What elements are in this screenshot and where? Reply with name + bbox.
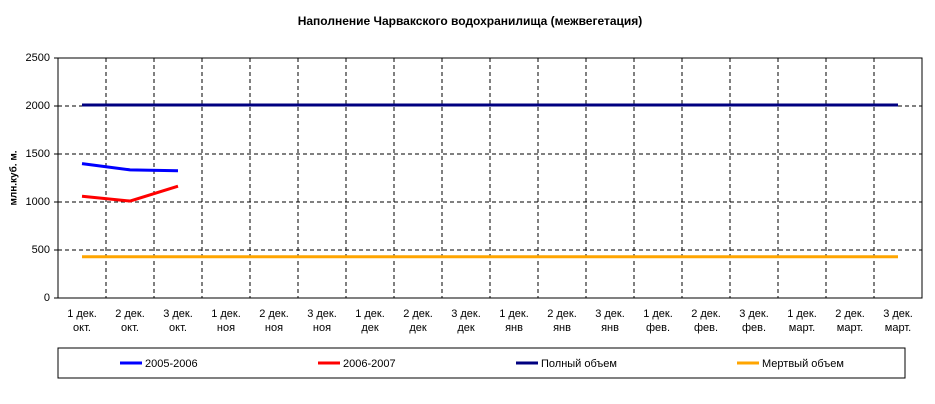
y-tick-label: 2000 xyxy=(26,100,50,112)
x-tick-label: фев. xyxy=(646,322,670,334)
x-tick-label: ноя xyxy=(313,322,331,334)
x-tick-label: янв xyxy=(505,322,523,334)
x-tick-label: дек xyxy=(361,322,379,334)
x-tick-label: фев. xyxy=(694,322,718,334)
y-tick-label: 1000 xyxy=(26,196,50,208)
x-tick-label: 2 дек. xyxy=(259,308,289,320)
x-tick-label: 1 дек. xyxy=(499,308,529,320)
legend-label: Мертвый объем xyxy=(762,358,844,370)
x-tick-label: окт. xyxy=(121,322,139,334)
x-tick-label: янв xyxy=(601,322,619,334)
x-tick-label: 2 дек. xyxy=(691,308,721,320)
x-tick-label: 1 дек. xyxy=(355,308,385,320)
x-tick-label: ноя xyxy=(265,322,283,334)
x-tick-label: 3 дек. xyxy=(307,308,337,320)
x-tick-label: март. xyxy=(789,322,815,334)
x-tick-label: 3 дек. xyxy=(595,308,625,320)
x-tick-label: фев. xyxy=(742,322,766,334)
x-tick-label: март. xyxy=(885,322,911,334)
x-tick-label: 1 дек. xyxy=(211,308,241,320)
series-line xyxy=(81,162,179,173)
x-tick-label: 3 дек. xyxy=(163,308,193,320)
x-tick-label: 1 дек. xyxy=(643,308,673,320)
legend-label: 2006-2007 xyxy=(343,358,396,370)
y-tick-label: 500 xyxy=(32,244,50,256)
x-tick-label: 1 дек. xyxy=(67,308,97,320)
x-tick-label: 3 дек. xyxy=(739,308,769,320)
x-tick-label: янв xyxy=(553,322,571,334)
x-tick-label: 3 дек. xyxy=(451,308,481,320)
x-tick-label: дек xyxy=(409,322,427,334)
legend xyxy=(57,347,906,379)
x-tick-label: окт. xyxy=(169,322,187,334)
x-tick-label: март. xyxy=(837,322,863,334)
y-tick-label: 2500 xyxy=(26,52,50,64)
series-line xyxy=(81,184,179,203)
legend-label: Полный объем xyxy=(541,358,617,370)
x-tick-label: 2 дек. xyxy=(115,308,145,320)
y-tick-label: 0 xyxy=(44,292,50,304)
y-axis-label: млн.куб. м. xyxy=(8,150,20,205)
x-tick-label: 2 дек. xyxy=(547,308,577,320)
x-tick-label: 3 дек. xyxy=(883,308,913,320)
x-tick-label: дек xyxy=(457,322,475,334)
chart-title: Наполнение Чарвакского водохранилища (ме… xyxy=(298,14,643,28)
y-tick-label: 1500 xyxy=(26,148,50,160)
x-tick-label: ноя xyxy=(217,322,235,334)
x-tick-label: окт. xyxy=(73,322,91,334)
x-tick-label: 2 дек. xyxy=(835,308,865,320)
x-tick-label: 1 дек. xyxy=(787,308,817,320)
legend-label: 2005-2006 xyxy=(145,358,198,370)
x-tick-label: 2 дек. xyxy=(403,308,433,320)
